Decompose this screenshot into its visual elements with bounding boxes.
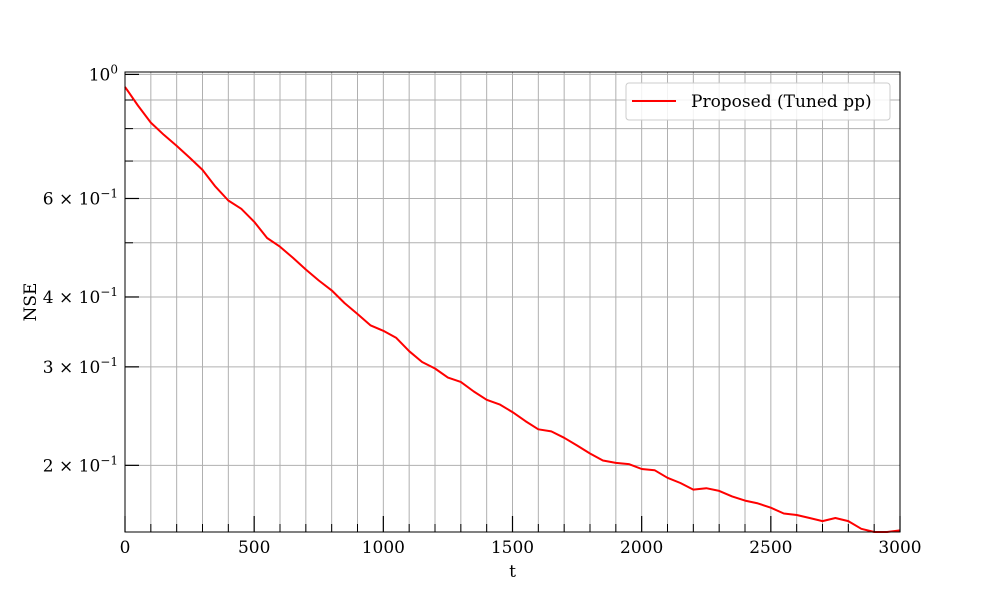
y-axis-label: NSE (21, 283, 41, 322)
series-layer (124, 86, 901, 533)
ticks (124, 73, 901, 532)
x-tick-label: 2500 (749, 538, 792, 558)
x-tick-label: 1000 (362, 538, 405, 558)
legend: Proposed (Tuned pp) (625, 82, 891, 121)
series-line-0 (124, 86, 901, 533)
y-tick-label: 2 × 10−1 (43, 453, 118, 476)
legend-label: Proposed (Tuned pp) (691, 92, 872, 112)
grid (124, 72, 901, 532)
x-tick-label: 2000 (620, 538, 663, 558)
y-tick-label: 3 × 10−1 (43, 355, 118, 378)
x-axis-label: t (509, 562, 516, 582)
legend-box (625, 82, 891, 121)
x-tick-label: 500 (238, 538, 270, 558)
tick-labels: 0 500 1000 1500 2000 2500 3000 100 6 × 10−1 4 × 1… (43, 62, 922, 558)
y-tick-label: 100 (89, 62, 118, 85)
x-tick-label: 1500 (491, 538, 534, 558)
y-tick-label: 6 × 10−1 (43, 186, 118, 209)
x-tick-label: 3000 (878, 538, 921, 558)
x-tick-label: 0 (120, 538, 131, 558)
y-tick-label: 4 × 10−1 (43, 285, 118, 308)
